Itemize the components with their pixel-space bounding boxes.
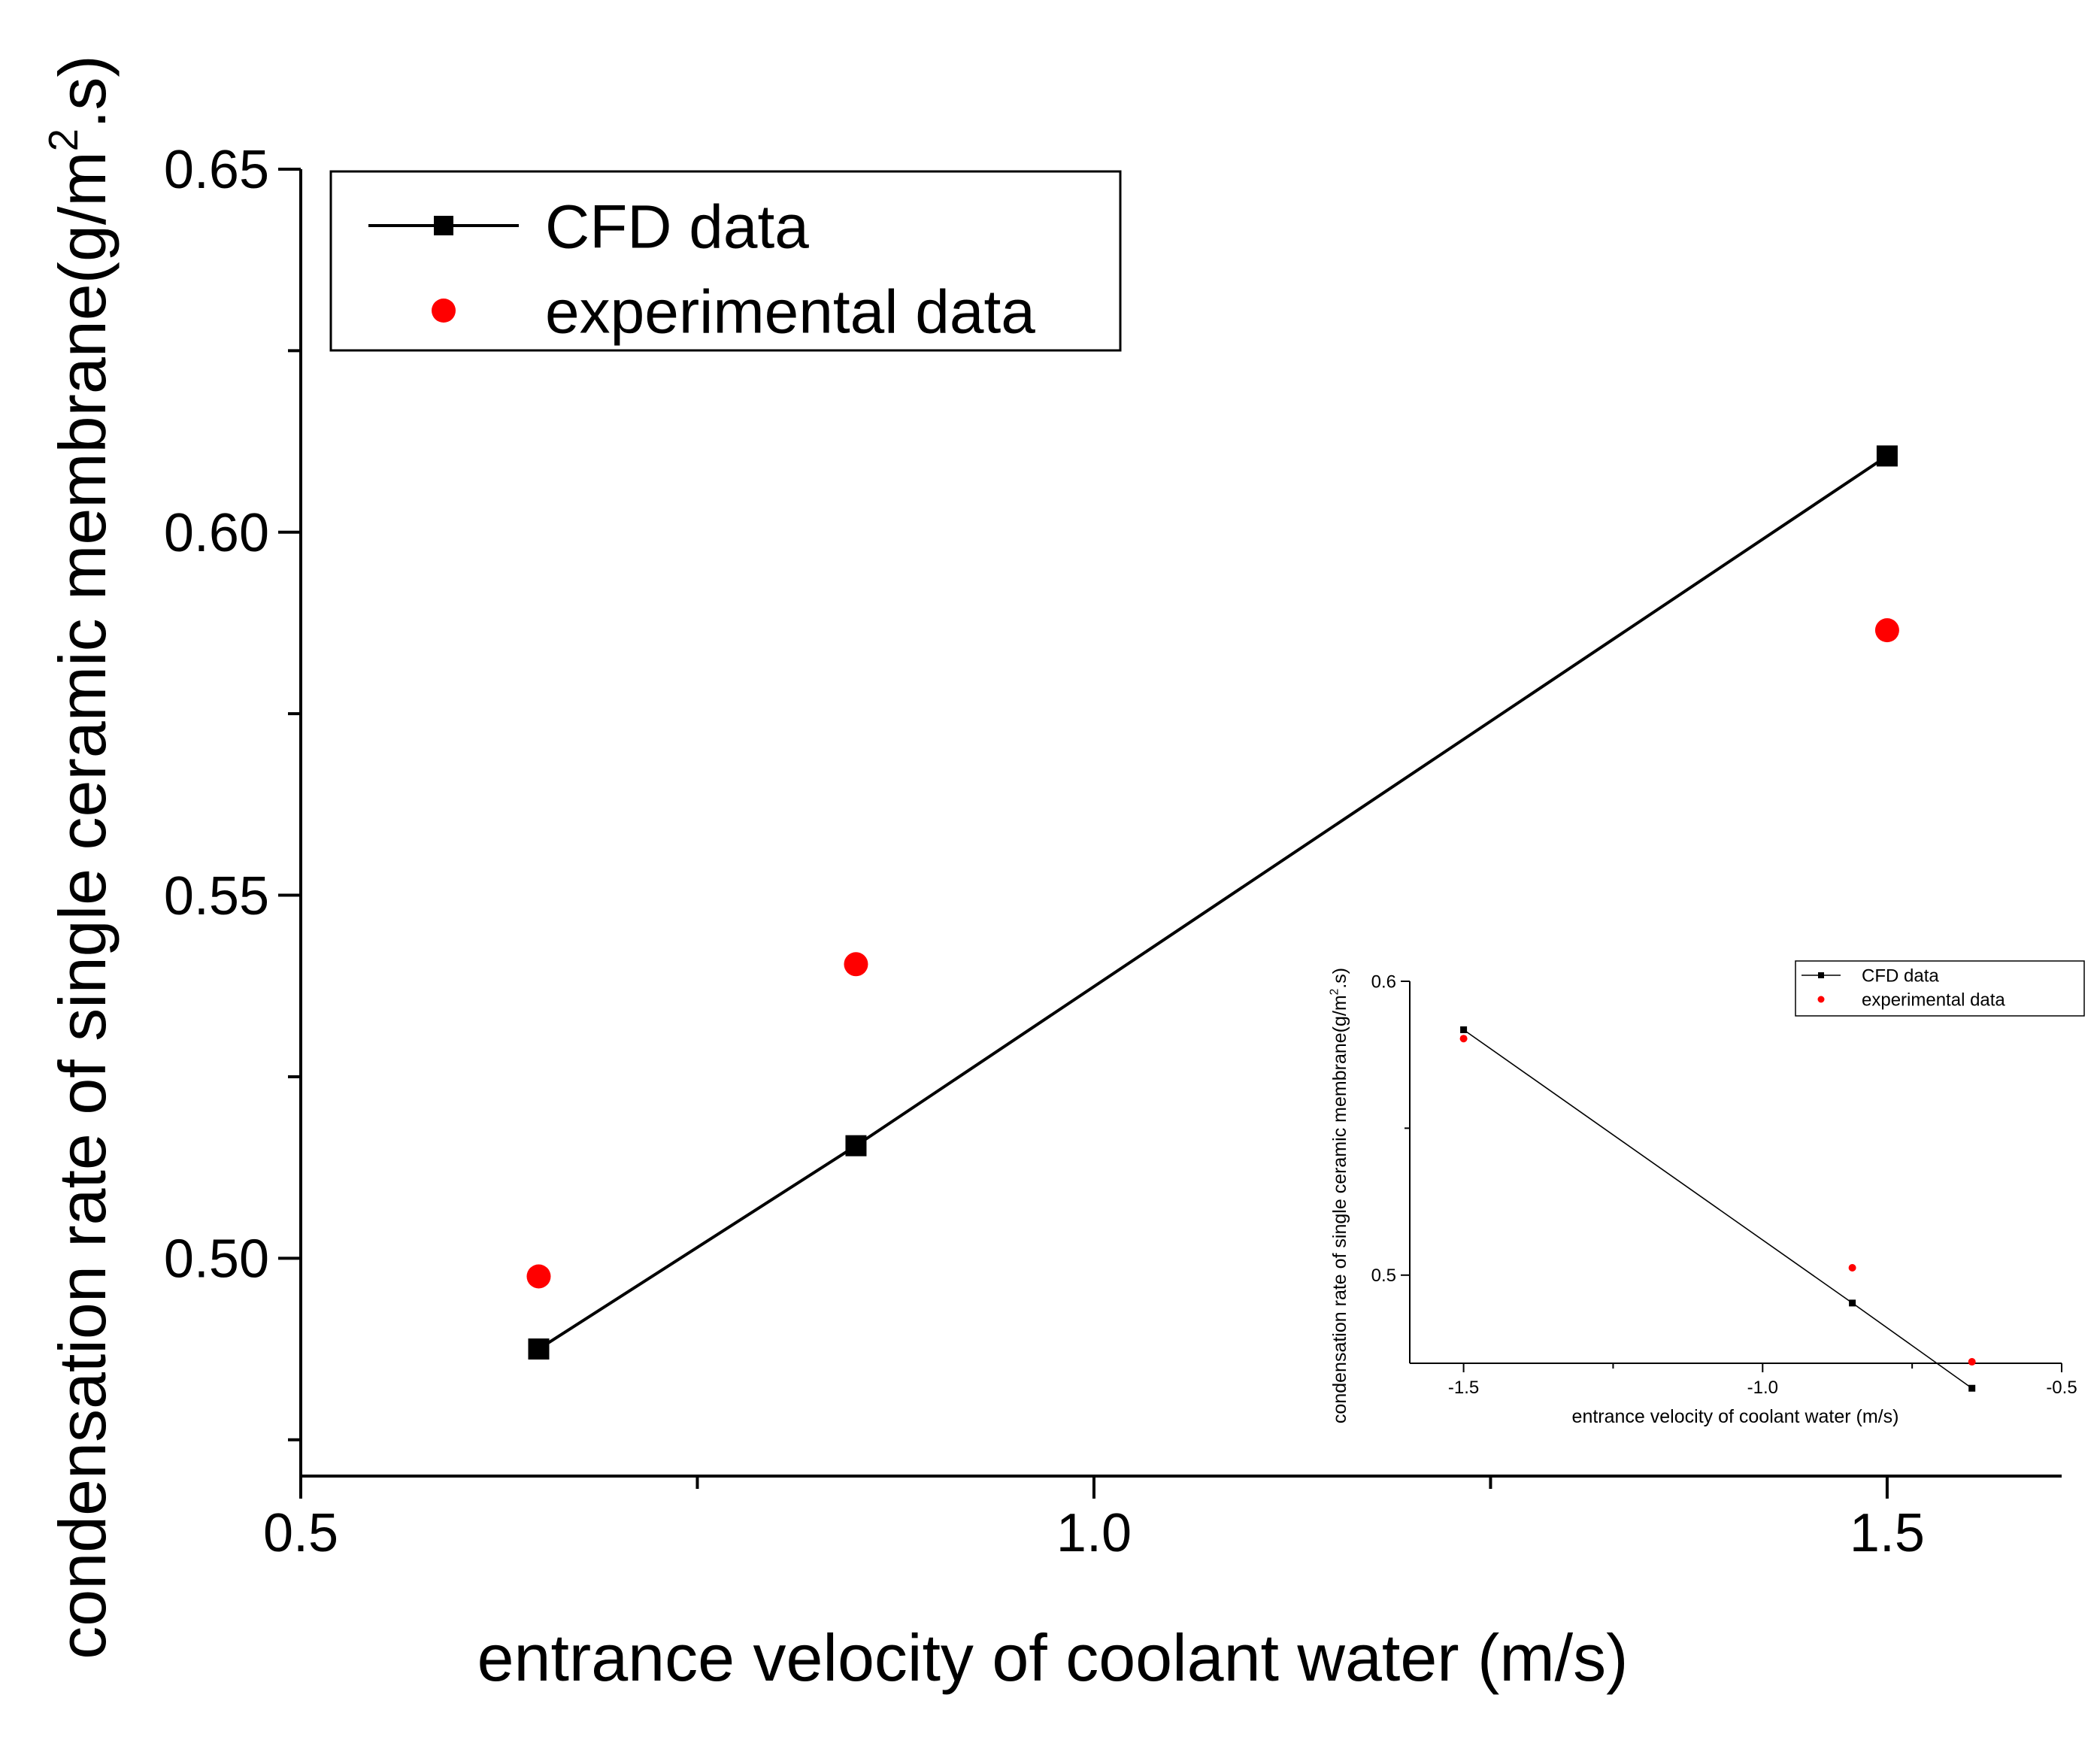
- legend-box: [1795, 960, 2085, 1017]
- y-tick-label: 0.65: [164, 140, 269, 200]
- legend-box: [329, 170, 1122, 352]
- x-tick-label: -1.5: [1448, 1378, 1479, 1398]
- y-axis-label: condensation rate of single ceramic memb…: [41, 55, 120, 1660]
- y-tick-label: 0.5: [1371, 1266, 1396, 1286]
- cfd-data-point: [845, 1135, 867, 1156]
- legend-label: CFD data: [545, 193, 809, 262]
- legend-marker-experimental: [1817, 996, 1825, 1003]
- y-axis-label-superscript: 2: [1329, 989, 1341, 996]
- inset-chart: -1.5 -1.0 -0.5 0.5 0.6 entrance velocity of c…: [1329, 960, 2085, 1427]
- experimental-data-point: [1968, 1358, 1976, 1366]
- y-axis-label-superscript: 2: [41, 129, 86, 151]
- x-tick-label: 0.5: [263, 1503, 338, 1563]
- x-axis-label: entrance velocity of coolant water (m/s): [477, 1620, 1629, 1695]
- x-tick-label: -1.0: [1747, 1378, 1778, 1398]
- y-axis-label: condensation rate of single ceramic memb…: [1329, 968, 1351, 1423]
- legend-marker-experimental: [432, 299, 456, 323]
- cfd-data-point: [1849, 1299, 1856, 1307]
- cfd-data-point: [528, 1338, 550, 1360]
- y-axis-label-end: .s): [1329, 968, 1350, 989]
- experimental-data-point: [844, 952, 868, 977]
- experimental-data-point: [1848, 1264, 1856, 1272]
- y-tick-label: 0.55: [164, 866, 269, 926]
- y-tick-label: 0.6: [1371, 972, 1396, 992]
- legend-label: CFD data: [1862, 966, 1939, 987]
- y-axis-label-text: condensation rate of single ceramic memb…: [1329, 995, 1350, 1423]
- cfd-data-point: [1968, 1384, 1976, 1392]
- cfd-data-point: [1460, 1026, 1468, 1033]
- y-axis-label-end: .s): [45, 55, 120, 129]
- legend-marker-cfd: [434, 216, 453, 235]
- main-chart: 0.5 1.0 1.5 0.50 0.55 0.60 0.65 entrance veloci…: [41, 55, 2062, 1695]
- y-tick-label: 0.60: [164, 503, 269, 563]
- x-tick-label: 1.5: [1850, 1503, 1925, 1563]
- legend-label: experimental data: [1862, 990, 2005, 1011]
- x-tick-label: 1.0: [1056, 1503, 1132, 1563]
- x-tick-label: -0.5: [2046, 1378, 2077, 1398]
- legend-label: experimental data: [545, 278, 1035, 347]
- y-tick-label: 0.50: [164, 1229, 269, 1290]
- experimental-data-point: [1459, 1035, 1468, 1043]
- y-axis-label-text: condensation rate of single ceramic memb…: [45, 151, 120, 1659]
- experimental-data-point: [1874, 618, 1899, 643]
- cfd-data-point: [1876, 445, 1898, 467]
- legend-marker-cfd: [1818, 972, 1824, 978]
- x-axis-label: entrance velocity of coolant water (m/s): [1572, 1406, 1899, 1427]
- experimental-data-point: [526, 1264, 551, 1289]
